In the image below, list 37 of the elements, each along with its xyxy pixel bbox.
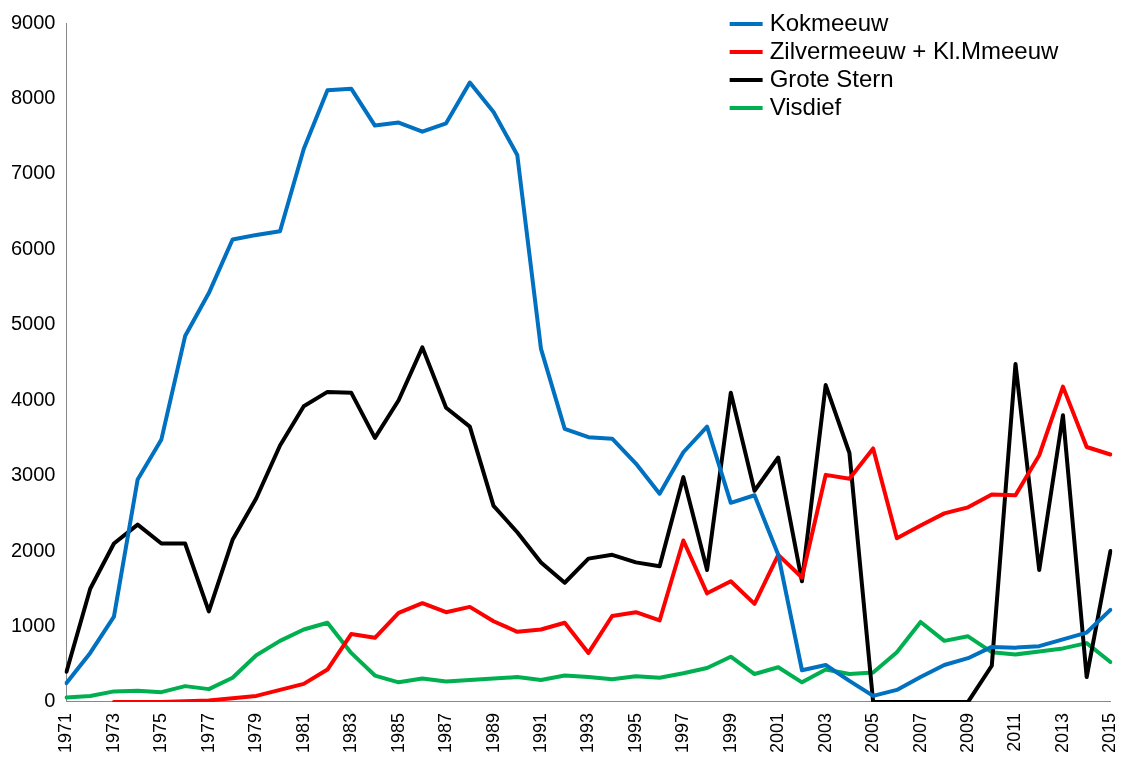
x-tick-label: 2011: [1004, 712, 1025, 752]
x-tick-label: 2015: [1099, 712, 1120, 753]
legend-label: Zilvermeeuw + Kl.Mmeeuw: [769, 36, 1060, 64]
x-tick-label: 1983: [340, 712, 361, 753]
y-tick-label: 5000: [10, 312, 56, 335]
x-tick-label: 1989: [482, 712, 503, 753]
x-tick-label: 1995: [624, 712, 645, 753]
y-tick-label: 1000: [10, 614, 56, 637]
y-tick-label: 9000: [10, 10, 56, 33]
x-tick-label: 1981: [292, 712, 313, 753]
x-tick-label: 2003: [814, 712, 835, 753]
legend-label: Kokmeeuw: [769, 8, 890, 36]
y-tick-label: 4000: [10, 387, 56, 410]
x-tick-label: 1997: [672, 712, 693, 753]
x-tick-label: 1975: [150, 712, 171, 753]
legend-label: Visdief: [769, 92, 842, 120]
x-tick-label: 1987: [435, 712, 456, 753]
y-tick-label: 7000: [10, 161, 56, 184]
x-tick-label: 2005: [862, 712, 883, 753]
y-tick-label: 3000: [10, 463, 56, 486]
x-tick-label: 1985: [387, 712, 408, 753]
x-tick-label: 1971: [55, 712, 76, 753]
x-tick-label: 2001: [767, 712, 788, 753]
y-tick-label: 8000: [10, 85, 56, 108]
y-tick-label: 0: [44, 689, 56, 712]
y-tick-label: 2000: [10, 538, 56, 561]
x-tick-label: 2007: [909, 712, 930, 753]
x-tick-label: 1977: [197, 712, 218, 753]
x-tick-label: 2013: [1051, 712, 1072, 753]
x-tick-label: 1973: [102, 712, 123, 753]
x-tick-label: 1979: [245, 712, 266, 753]
y-tick-label: 6000: [10, 236, 56, 259]
x-tick-label: 1991: [529, 712, 550, 753]
x-tick-label: 1993: [577, 712, 598, 753]
legend-label: Grote Stern: [769, 64, 894, 92]
x-tick-label: 2009: [957, 712, 978, 753]
x-tick-label: 1999: [719, 712, 740, 753]
